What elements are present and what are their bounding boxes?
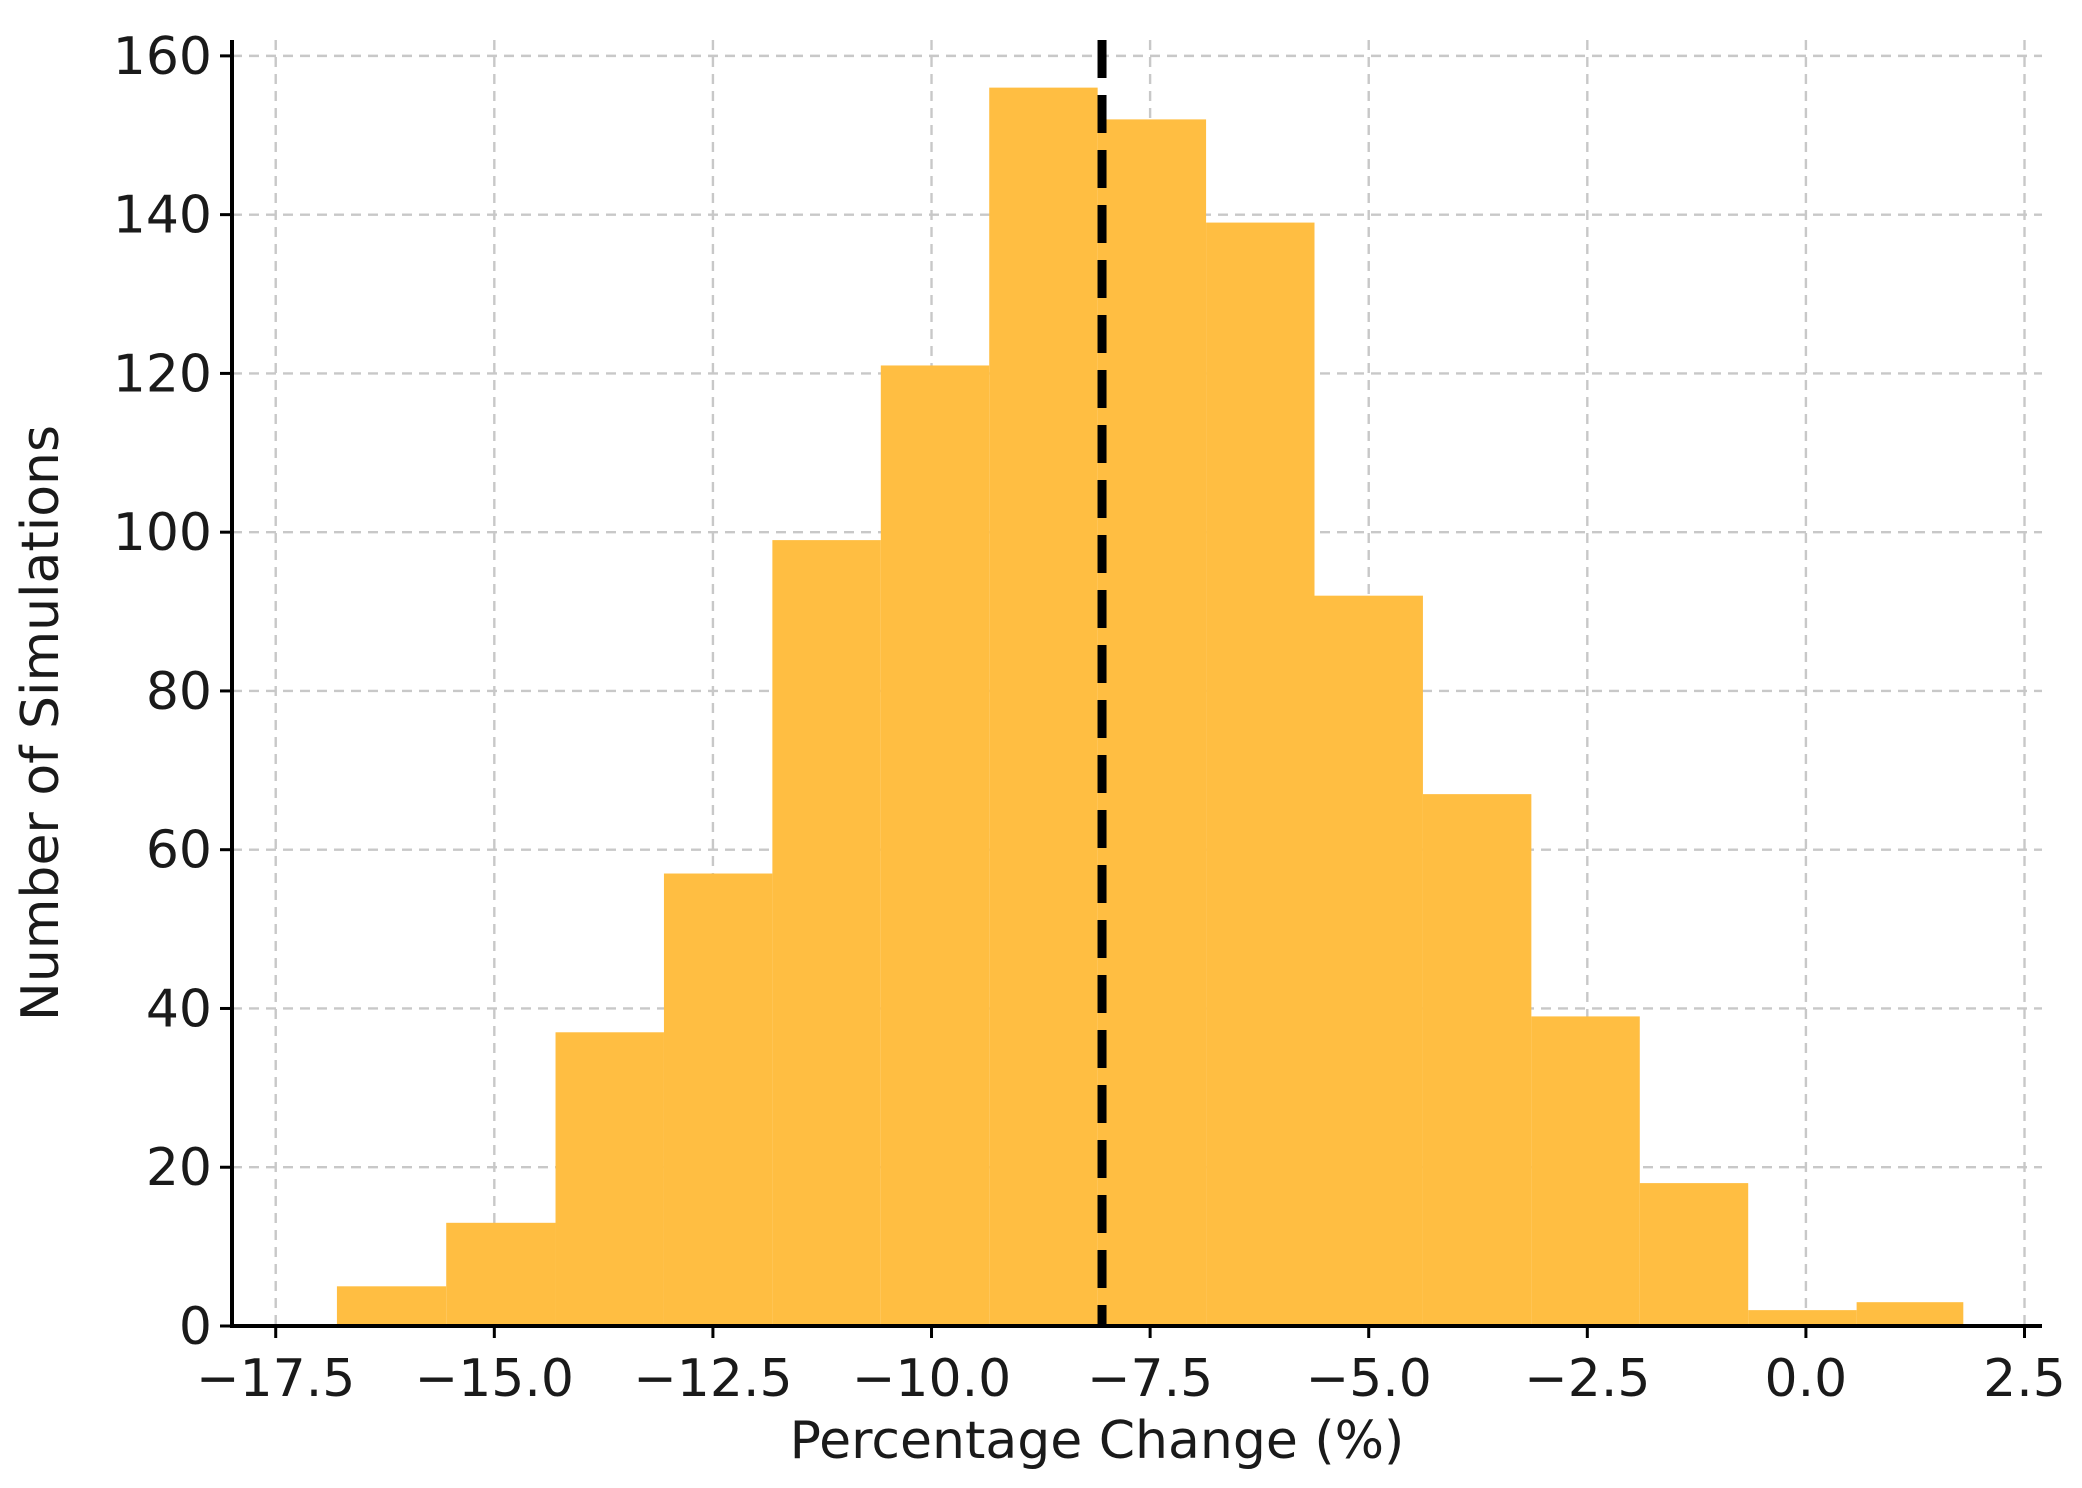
y-axis-label: Number of Simulations — [11, 425, 71, 1021]
histogram-bar — [663, 873, 773, 1326]
y-tick-label: 120 — [113, 344, 212, 404]
histogram-bar — [1531, 1016, 1640, 1326]
y-tick-label: 100 — [113, 503, 212, 563]
histogram-bar — [1856, 1302, 1964, 1326]
histogram-bar — [1097, 119, 1207, 1327]
y-tick-label: 40 — [146, 979, 212, 1039]
histogram-bar — [989, 87, 1098, 1326]
y-tick-label: 80 — [146, 662, 212, 722]
y-tick-label: 0 — [179, 1297, 212, 1357]
x-tick-label: −12.5 — [633, 1349, 792, 1409]
histogram-bar — [1314, 595, 1423, 1326]
x-tick-label: −10.0 — [852, 1349, 1011, 1409]
y-tick-label: 160 — [113, 27, 212, 87]
histogram-bar — [1748, 1310, 1857, 1326]
x-tick-label: −2.5 — [1524, 1349, 1650, 1409]
x-tick-label: −15.0 — [415, 1349, 574, 1409]
x-tick-label: −17.5 — [196, 1349, 355, 1409]
histogram-bar — [880, 365, 990, 1327]
histogram-bar — [555, 1032, 664, 1326]
x-axis-ticks: −17.5 −15.0 −12.5 −10.0 −7.5 −5.0 −2.5 0.0 2.5 — [196, 1326, 2066, 1409]
x-tick-label: −7.5 — [1087, 1349, 1213, 1409]
y-tick-label: 60 — [146, 821, 212, 881]
histogram-bar — [1206, 222, 1315, 1327]
axes — [230, 40, 2042, 1328]
histogram-bar — [336, 1286, 447, 1326]
histogram-bars — [336, 87, 1964, 1327]
x-tick-label: 0.0 — [1765, 1349, 1848, 1409]
x-tick-label: 2.5 — [1983, 1349, 2066, 1409]
histogram-bar — [446, 1222, 556, 1326]
y-axis-ticks: 0 20 40 60 80 100 120 140 160 — [113, 27, 232, 1357]
x-axis-label: Percentage Change (%) — [790, 1411, 1405, 1471]
x-tick-label: −5.0 — [1306, 1349, 1432, 1409]
y-tick-label: 20 — [146, 1138, 212, 1198]
histogram-bar — [1639, 1183, 1749, 1326]
y-tick-label: 140 — [113, 186, 212, 246]
histogram-bar — [1422, 794, 1532, 1326]
histogram-bar — [772, 540, 881, 1326]
